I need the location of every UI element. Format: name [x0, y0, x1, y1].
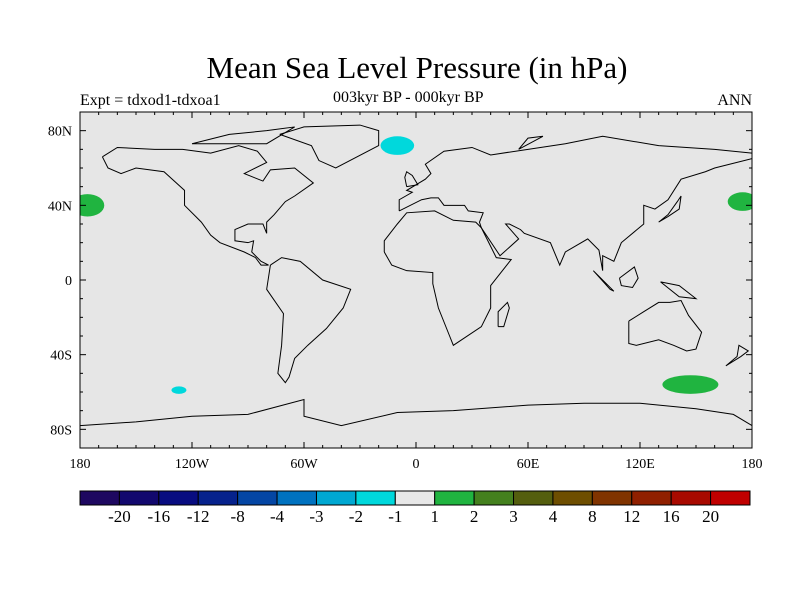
y-tick-label: 0: [65, 274, 72, 289]
coastline-canadian-arctic: [191, 126, 295, 145]
anomaly-southern-ocean-south-of-australia: [662, 375, 719, 394]
x-tick-label: 180: [70, 457, 91, 472]
colorbar-label: -2: [349, 507, 363, 526]
colorbar-label: -20: [108, 507, 131, 526]
season-label: ANN: [717, 92, 752, 109]
colorbar-label: 20: [702, 507, 719, 526]
y-tick-label: 40S: [50, 349, 72, 364]
colorbar-label: -3: [309, 507, 323, 526]
colorbar-box: [158, 490, 199, 506]
period-label: 003kyr BP - 000kyr BP: [333, 89, 484, 106]
anomaly-north-pacific-west-of-dateline: [80, 194, 105, 217]
x-tick-label: 0: [413, 457, 420, 472]
colorbar-label: 8: [588, 507, 597, 526]
x-tick-label: 120W: [175, 457, 210, 472]
colorbar-label: 1: [430, 507, 439, 526]
experiment-label: Expt = tdxod1-tdxoa1: [80, 92, 221, 109]
colorbar-label: -1: [388, 507, 402, 526]
coastline-borneo: [618, 266, 639, 289]
map-content: [80, 124, 752, 427]
colorbar-label: 16: [663, 507, 680, 526]
coastline-south-america: [266, 257, 352, 384]
colorbar-box: [513, 490, 554, 506]
colorbar-box: [315, 490, 357, 506]
coastline-sumatra: [592, 270, 615, 292]
colorbar-box: [631, 490, 672, 506]
colorbar-label: 2: [470, 507, 479, 526]
colorbar-box: [355, 490, 396, 506]
colorbar-box: [552, 490, 593, 506]
x-tick-label: 180: [742, 457, 763, 472]
chart-title: Mean Sea Level Pressure (in hPa): [206, 50, 628, 85]
colorbar-box: [394, 490, 436, 506]
colorbar-box: [79, 490, 120, 506]
coastline-madagascar: [497, 301, 510, 328]
colorbar-label: -12: [187, 507, 210, 526]
colorbar-box: [118, 490, 160, 506]
coastline-british-isles: [404, 170, 419, 188]
colorbar-label: -8: [231, 507, 245, 526]
coastline-africa: [383, 210, 513, 347]
colorbar-box: [670, 490, 712, 506]
plot-background: [80, 112, 752, 448]
x-tick-label: 120E: [625, 457, 655, 472]
y-tick-label: 40N: [48, 199, 72, 214]
colorbar-label: 4: [549, 507, 558, 526]
y-tick-label: 80S: [50, 423, 72, 438]
coastline-greenland: [279, 124, 380, 169]
coastline-australia: [628, 299, 703, 352]
anomaly-south-pacific: [171, 386, 187, 394]
colorbar-label: 3: [509, 507, 518, 526]
y-tick-label: 80N: [48, 125, 72, 140]
colorbar-box: [276, 490, 317, 506]
coastline-eurasia: [398, 135, 752, 271]
x-tick-label: 60E: [517, 457, 540, 472]
colorbar-label: -16: [147, 507, 170, 526]
colorbar-box: [473, 490, 515, 506]
colorbar-box: [434, 490, 475, 506]
colorbar-label: 12: [623, 507, 640, 526]
coastline-japan: [658, 195, 682, 223]
anomaly-north-atlantic-iceland: [380, 136, 415, 155]
colorbar-box: [237, 490, 278, 506]
coastline-svalbard-novaya: [518, 135, 544, 150]
colorbar-box: [710, 490, 751, 506]
coastline-antarctica: [80, 398, 752, 427]
coastline-new-guinea: [660, 281, 698, 300]
coastline-north-america: [101, 145, 315, 266]
x-tick-label: 60W: [290, 457, 318, 472]
colorbar-box: [591, 490, 633, 506]
colorbar-box: [197, 490, 239, 506]
anomaly-north-pacific-east-of-dateline: [727, 192, 752, 211]
coastline-new-zealand: [725, 344, 750, 367]
colorbar-label: -4: [270, 507, 285, 526]
